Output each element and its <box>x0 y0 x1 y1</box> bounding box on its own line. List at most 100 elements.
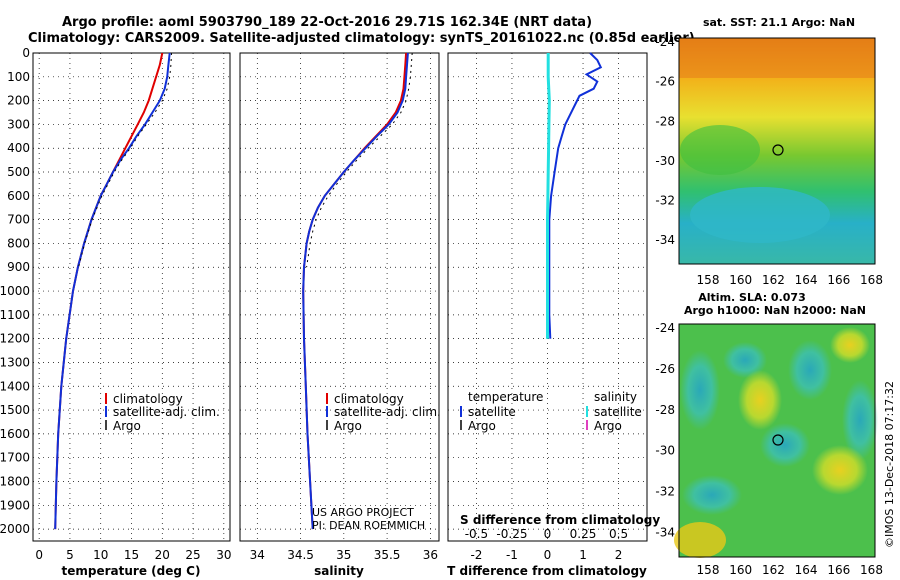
tick-labels: 0100200300400500600700800900100011001200… <box>0 46 628 562</box>
legend-title-salinity: salinity <box>594 390 637 404</box>
depth-tick-label: 900 <box>7 260 30 274</box>
depth-tick-label: 1900 <box>0 498 30 512</box>
sst-map-ticks: -24 -26 -28 -30 -32 -34 158 160 162 164 166 168 <box>655 35 883 287</box>
series-line-satellite <box>548 52 603 339</box>
depth-tick-label: 1200 <box>0 332 30 346</box>
s-difference-label: S difference from climatology <box>460 513 660 527</box>
lat-tick-label: -30 <box>655 154 675 168</box>
lat-tick-label: -32 <box>655 194 675 208</box>
legend-label-climatology: climatology <box>334 392 404 406</box>
lat-tick-label: -34 <box>655 233 675 247</box>
depth-tick-label: 600 <box>7 189 30 203</box>
sla-low-blob <box>842 380 878 460</box>
salinity-legend: climatology satellite-adj. clim. Argo <box>326 392 441 433</box>
sla-high-blob <box>674 522 726 558</box>
depth-tick-label: 100 <box>7 70 30 84</box>
x-tick-label: 30 <box>216 548 231 562</box>
timestamp-stamp: ©IMOS 13-Dec-2018 07:17:32 <box>883 381 896 548</box>
depth-tick-label: 1300 <box>0 355 30 369</box>
sla-high-blob <box>812 445 868 495</box>
s-diff-tick-label: -0.25 <box>496 527 527 541</box>
depth-tick-label: 1800 <box>0 474 30 488</box>
x-tick-label: 35.5 <box>374 548 401 562</box>
sla-low-blob <box>723 342 767 378</box>
legend-label-climatology: climatology <box>113 392 183 406</box>
lon-tick-label: 162 <box>762 563 785 577</box>
x-tick-label: 5 <box>66 548 74 562</box>
sla-map-title1: Altim. SLA: 0.073 <box>698 291 805 304</box>
grid-lines <box>33 52 647 541</box>
lon-tick-label: 164 <box>795 273 818 287</box>
depth-tick-label: 1700 <box>0 451 30 465</box>
x-tick-label: 34 <box>250 548 265 562</box>
legend-label-s-argo: Argo <box>594 419 622 433</box>
lon-tick-label: 160 <box>729 273 752 287</box>
legend-label-satellite: satellite-adj. clim. <box>113 405 220 419</box>
figure-title-line1: Argo profile: aoml 5903790_189 22-Oct-20… <box>62 15 592 30</box>
sst-map-frame <box>678 37 876 265</box>
sla-map-frame <box>678 323 876 558</box>
depth-tick-label: 1000 <box>0 284 30 298</box>
lat-tick-label: -24 <box>655 35 675 49</box>
lon-tick-label: 164 <box>795 563 818 577</box>
profile-lines <box>54 52 603 530</box>
x-tick-label: 1 <box>579 548 587 562</box>
x-tick-label: 25 <box>185 548 200 562</box>
lat-tick-label: -26 <box>655 75 675 89</box>
x-tick-label: 10 <box>93 548 108 562</box>
credit-project: US ARGO PROJECT <box>312 506 414 519</box>
salinity-panel-frame <box>239 52 440 542</box>
lat-tick-label: -30 <box>655 444 675 458</box>
legend-label-t-satellite: satellite <box>468 405 516 419</box>
lon-tick-label: 158 <box>697 273 720 287</box>
lat-tick-label: -24 <box>655 321 675 335</box>
sla-low-blob <box>680 350 720 430</box>
x-tick-label: 20 <box>155 548 170 562</box>
lon-tick-label: 166 <box>827 273 850 287</box>
depth-tick-label: 1500 <box>0 403 30 417</box>
legend-label-satellite: satellite-adj. clim. <box>334 405 441 419</box>
depth-tick-label: 700 <box>7 213 30 227</box>
difference-legend: temperature satellite Argo salinity sate… <box>460 390 642 433</box>
depth-tick-label: 200 <box>7 94 30 108</box>
x-tick-label: -2 <box>470 548 482 562</box>
lat-tick-label: -26 <box>655 362 675 376</box>
lat-tick-label: -34 <box>655 525 675 539</box>
legend-label-argo: Argo <box>334 419 362 433</box>
lon-tick-label: 162 <box>762 273 785 287</box>
temperature-panel-frame <box>32 52 231 542</box>
s-diff-tick-label: 0.5 <box>609 527 628 541</box>
legend-label-t-argo: Argo <box>468 419 496 433</box>
x-tick-label: 2 <box>615 548 623 562</box>
temperature-xlabel: temperature (deg C) <box>62 564 201 578</box>
s-diff-tick-label: 0 <box>544 527 552 541</box>
depth-tick-label: 1400 <box>0 379 30 393</box>
series-line-satellite-salinity- <box>546 53 551 339</box>
sst-green-patch <box>680 125 760 175</box>
series-line-satellite-adj-clim- <box>54 52 171 530</box>
sst-warm-band <box>679 38 875 78</box>
depth-tick-label: 400 <box>7 141 30 155</box>
sla-map-ticks: -24 -26 -28 -30 -32 -34 158 160 162 164 166 168 <box>655 321 883 577</box>
sla-map <box>674 323 878 558</box>
s-diff-tick-label: -0.5 <box>465 527 488 541</box>
lon-tick-label: 160 <box>729 563 752 577</box>
sla-float-marker <box>772 434 784 446</box>
depth-tick-label: 1100 <box>0 308 30 322</box>
legend-label-argo: Argo <box>113 419 141 433</box>
lat-tick-label: -32 <box>655 485 675 499</box>
credit-pi: PI: DEAN ROEMMICH <box>312 519 425 532</box>
x-tick-label: 0 <box>35 548 43 562</box>
x-tick-label: 36 <box>423 548 438 562</box>
depth-tick-label: 800 <box>7 236 30 250</box>
depth-tick-label: 0 <box>22 46 30 60</box>
sst-map-title: sat. SST: 21.1 Argo: NaN <box>703 16 855 29</box>
lon-tick-label: 166 <box>827 563 850 577</box>
sla-low-blob <box>788 340 832 400</box>
lon-tick-label: 168 <box>860 563 883 577</box>
legend-label-s-satellite: satellite <box>594 405 642 419</box>
x-tick-label: 15 <box>124 548 139 562</box>
depth-tick-label: 300 <box>7 117 30 131</box>
